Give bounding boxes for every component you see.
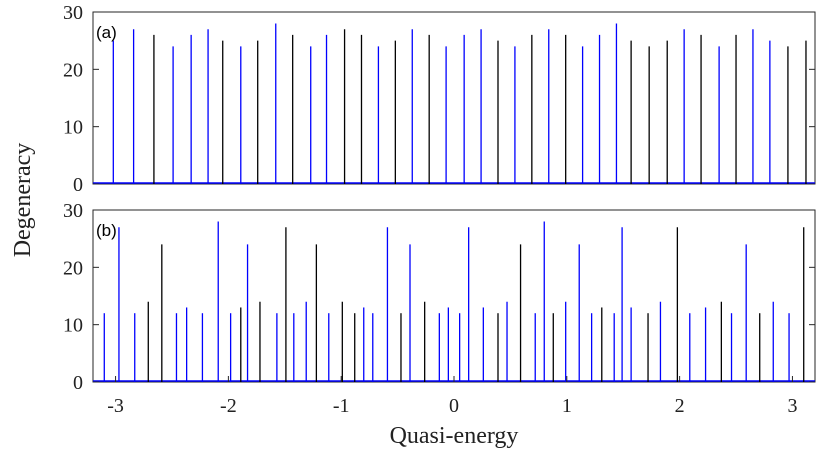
panel-b: 0 10 20 30 -3 -2 -1 0 1 2 3 (b): [63, 200, 816, 417]
x-tick-label: 1: [562, 395, 572, 417]
x-tick-label: -2: [220, 395, 237, 417]
y-tick-label: 20: [63, 59, 83, 81]
y-ticks-b: 0 10 20 30: [63, 200, 815, 394]
x-tick-label: -1: [333, 395, 350, 417]
x-tick-label: 0: [449, 395, 459, 417]
x-ticks-b: -3 -2 -1 0 1 2 3: [107, 376, 797, 417]
y-tick-label: 0: [73, 174, 83, 196]
y-tick-label: 30: [63, 2, 83, 24]
panel-a: 0 10 20 30 (a): [63, 2, 816, 196]
panel-label-a: (a): [96, 23, 117, 42]
y-tick-label: 10: [63, 315, 83, 337]
bars-a: [93, 23, 815, 184]
y-axis-label: Degeneracy: [10, 143, 36, 258]
y-tick-label: 0: [73, 372, 83, 394]
y-tick-label: 10: [63, 117, 83, 139]
axes-frame-a: [92, 11, 816, 185]
x-tick-label: 2: [675, 395, 685, 417]
y-tick-label: 20: [63, 257, 83, 279]
y-tick-label: 30: [63, 200, 83, 222]
y-ticks-a: 0 10 20 30: [63, 2, 815, 196]
x-tick-label: -3: [107, 395, 124, 417]
bars-b: [93, 221, 815, 382]
x-tick-label: 3: [787, 395, 797, 417]
x-axis-label: Quasi-energy: [390, 423, 519, 449]
panel-label-b: (b): [96, 221, 117, 240]
axes-frame-b: [92, 209, 816, 383]
